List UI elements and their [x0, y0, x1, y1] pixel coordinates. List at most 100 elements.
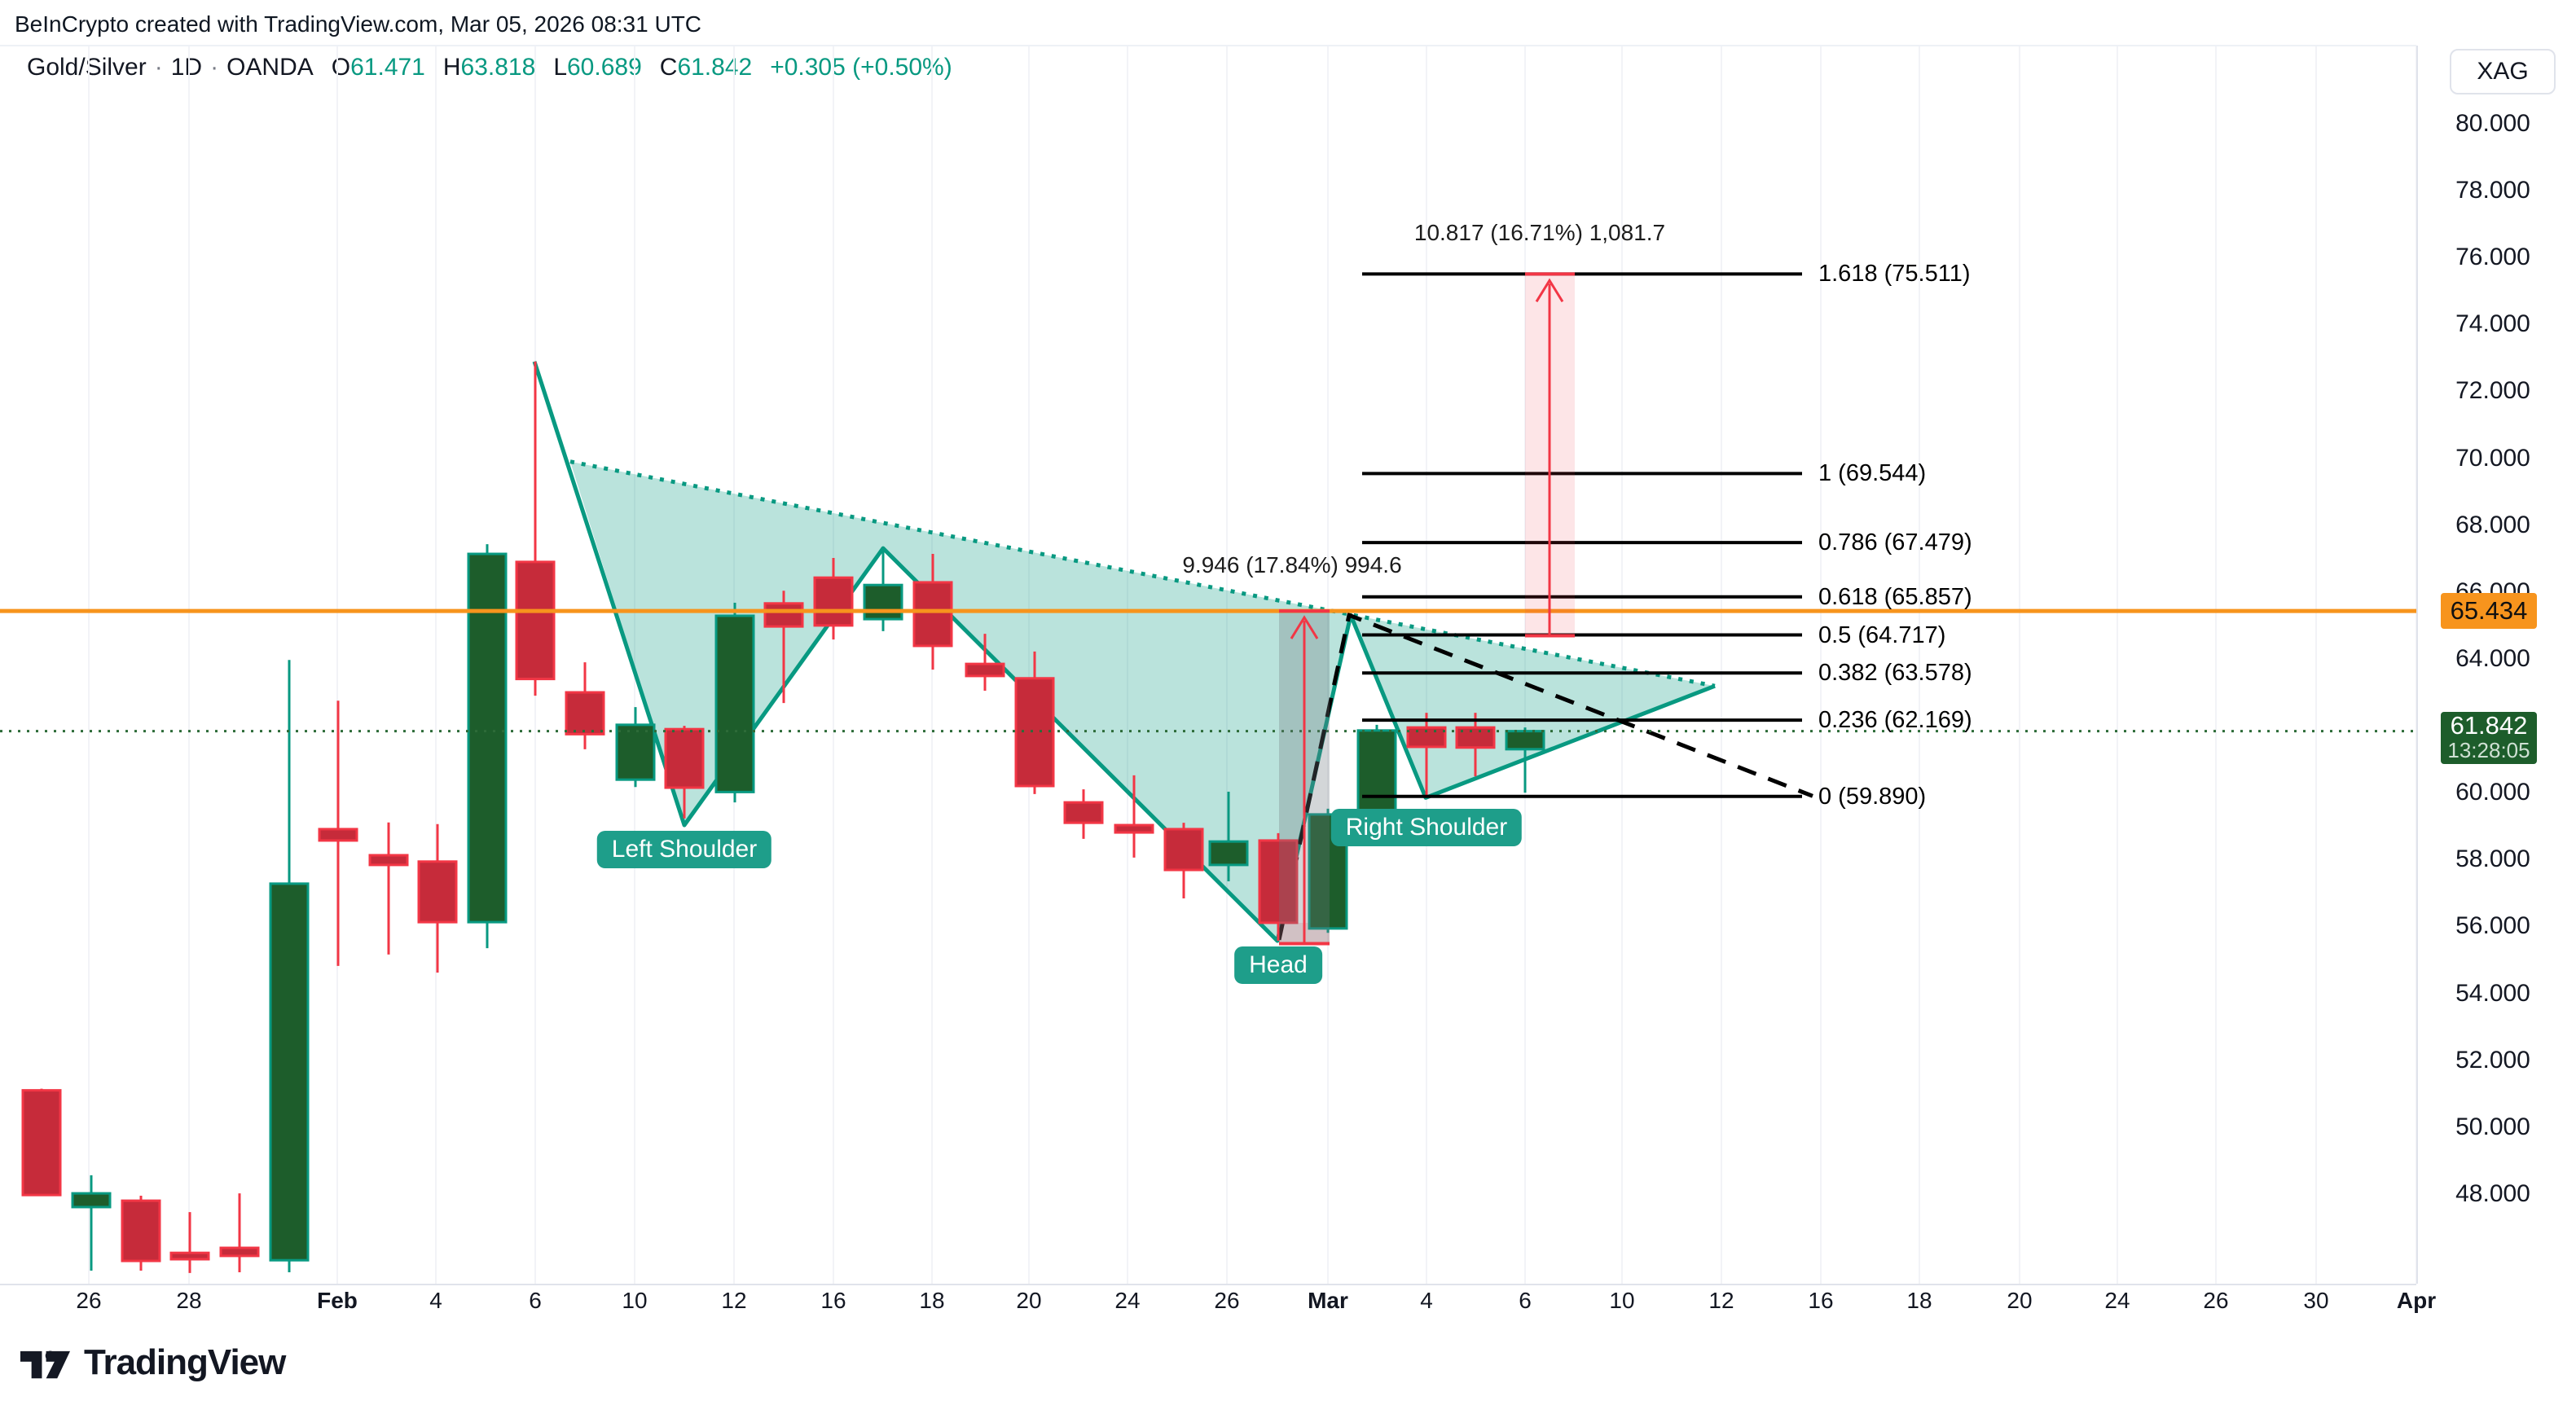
time-tick-26: 26	[2203, 1288, 2229, 1313]
price-tick-68.000: 68.000	[2455, 511, 2530, 538]
fib-label-67.479: 0.786 (67.479)	[1818, 529, 1972, 556]
candle-down	[169, 1251, 210, 1261]
target-projection-arrowhead	[1535, 278, 1564, 303]
candle-down	[1014, 677, 1055, 788]
candle-down	[565, 691, 605, 736]
fib-label-64.717: 0.5 (64.717)	[1818, 621, 1946, 648]
time-tick-18: 18	[1906, 1288, 1932, 1313]
close-key: C	[659, 54, 678, 81]
time-tick-18: 18	[919, 1288, 945, 1313]
head-depth-arrowhead	[1290, 615, 1319, 639]
time-tick-16: 16	[1808, 1288, 1834, 1313]
candle-up	[714, 614, 755, 793]
price-tick-80.000: 80.000	[2455, 110, 2530, 137]
label-left-shoulder[interactable]: Left Shoulder	[596, 831, 772, 868]
price-tick-52.000: 52.000	[2455, 1046, 2530, 1074]
watermark-text: BeInCrypto created with TradingView.com,…	[15, 11, 702, 37]
time-tick-10: 10	[622, 1288, 648, 1313]
label-head[interactable]: Head	[1234, 946, 1322, 984]
time-tick-30: 30	[2303, 1288, 2329, 1313]
close-value: 61.842	[677, 54, 753, 81]
time-tick-6: 6	[1519, 1288, 1532, 1313]
projection-dashed-line	[1277, 612, 1813, 941]
time-tick-Apr: Apr	[2396, 1288, 2437, 1313]
time-tick-12: 12	[721, 1288, 747, 1313]
exchange-label: OANDA	[226, 54, 314, 81]
time-tick-4: 4	[429, 1288, 442, 1313]
candle-down	[965, 662, 1005, 678]
candle-down	[21, 1089, 62, 1197]
candle-down	[664, 727, 705, 789]
time-tick-26: 26	[76, 1288, 102, 1313]
fib-label-69.544: 1 (69.544)	[1818, 460, 1927, 487]
low-value: 60.689	[567, 54, 642, 81]
open-key: O	[331, 54, 351, 81]
legend-separator: ·	[210, 54, 219, 81]
price-tick-60.000: 60.000	[2455, 779, 2530, 806]
high-key: H	[442, 54, 461, 81]
symbol-badge[interactable]: XAG	[2450, 49, 2556, 94]
time-tick-28: 28	[176, 1288, 202, 1313]
pattern-fill	[570, 461, 1715, 942]
candle-up	[1356, 729, 1397, 819]
candle-down	[912, 581, 953, 648]
time-tick-20: 20	[1016, 1288, 1042, 1313]
time-tick-Mar: Mar	[1308, 1288, 1348, 1313]
fib-label-62.169: 0.236 (62.169)	[1818, 707, 1972, 734]
high-value: 63.818	[460, 54, 536, 81]
candle-up	[863, 583, 903, 621]
target-projection-text: 10.817 (16.71%) 1,081.7	[1413, 220, 1666, 245]
price-tick-78.000: 78.000	[2455, 177, 2530, 204]
chart-legend: Gold/Silver · 1D · OANDA O61.471 H63.818 L60.68…	[27, 54, 952, 81]
price-tick-54.000: 54.000	[2455, 979, 2530, 1007]
candle-up	[71, 1192, 112, 1209]
time-tick-16: 16	[820, 1288, 846, 1313]
candle-up	[1505, 730, 1545, 751]
open-value: 61.471	[350, 54, 425, 81]
last-price-value: 61.842	[2450, 710, 2528, 740]
time-tick-10: 10	[1609, 1288, 1635, 1313]
candle-down	[318, 828, 358, 842]
head-depth-text: 9.946 (17.84%) 994.6	[1182, 552, 1402, 577]
candle-up	[1208, 840, 1249, 867]
fib-label-63.578: 0.382 (63.578)	[1818, 660, 1972, 687]
candle-down	[813, 576, 854, 627]
price-tick-72.000: 72.000	[2455, 377, 2530, 405]
pane-top-divider	[0, 45, 2416, 46]
price-axis-divider	[2416, 46, 2418, 1284]
candle-up	[615, 723, 656, 781]
time-axis-divider	[0, 1284, 2416, 1285]
last-price-label: 61.842 13:28:05	[2441, 710, 2537, 764]
candle-down	[417, 860, 458, 924]
candle-up	[467, 552, 508, 924]
interval-label: 1D	[170, 54, 203, 81]
time-tick-4: 4	[1420, 1288, 1433, 1313]
orange-price-label: 65.434	[2441, 593, 2537, 630]
candle-down	[121, 1199, 161, 1262]
time-tick-6: 6	[529, 1288, 542, 1313]
candle-up	[269, 882, 310, 1262]
candle-down	[515, 560, 556, 681]
price-tick-58.000: 58.000	[2455, 845, 2530, 873]
candle-down	[1163, 828, 1204, 872]
tradingview-logo-text: TradingView	[84, 1342, 286, 1382]
fib-label-65.857: 0.618 (65.857)	[1818, 583, 1972, 610]
label-right-shoulder[interactable]: Right Shoulder	[1330, 809, 1523, 846]
price-tick-64.000: 64.000	[2455, 644, 2530, 672]
tradingview-logo[interactable]: TradingView	[20, 1342, 286, 1383]
price-tick-56.000: 56.000	[2455, 912, 2530, 940]
price-tick-76.000: 76.000	[2455, 244, 2530, 271]
time-tick-20: 20	[2007, 1288, 2033, 1313]
price-tick-50.000: 50.000	[2455, 1113, 2530, 1140]
time-tick-24: 24	[2104, 1288, 2130, 1313]
tradingview-logo-icon	[20, 1350, 71, 1379]
legend-separator: ·	[154, 54, 163, 81]
candle-down	[219, 1246, 260, 1258]
price-tick-48.000: 48.000	[2455, 1179, 2530, 1207]
price-tick-70.000: 70.000	[2455, 444, 2530, 472]
candle-down	[368, 854, 409, 867]
time-tick-12: 12	[1708, 1288, 1734, 1313]
change-value: +0.305 (+0.50%)	[770, 54, 952, 81]
